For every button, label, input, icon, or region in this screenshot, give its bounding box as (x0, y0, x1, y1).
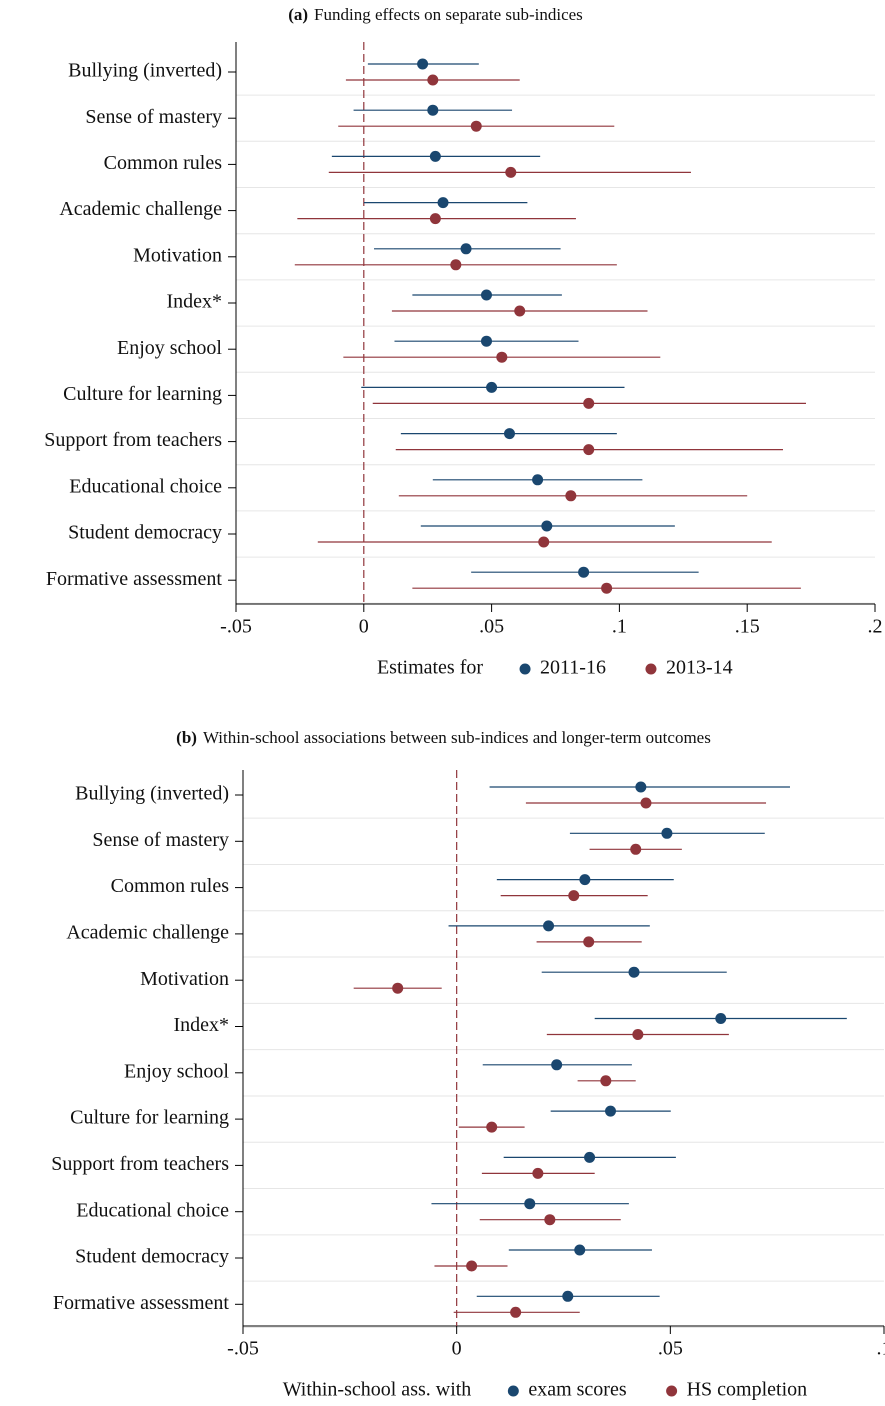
y-tick-label: Culture for learning (63, 383, 222, 405)
y-tick-label: Culture for learning (70, 1107, 229, 1129)
point-estimate (640, 797, 652, 809)
point-estimate (565, 490, 577, 502)
point-estimate (583, 936, 595, 948)
x-tick-label: 0 (359, 616, 369, 638)
legend-label: 2011-16 (540, 657, 606, 679)
point-estimate (584, 1151, 596, 1163)
point-estimate (605, 1105, 617, 1117)
title-text: Funding effects on separate sub-indices (314, 5, 583, 24)
point-estimate (630, 843, 642, 855)
legend-marker (645, 663, 657, 675)
y-tick-label: Sense of mastery (92, 829, 229, 851)
point-estimate (450, 259, 462, 271)
point-estimate (661, 827, 673, 839)
point-estimate (601, 582, 613, 594)
point-estimate (578, 566, 590, 578)
point-estimate (427, 74, 439, 86)
point-estimate (466, 1260, 478, 1272)
y-tick-label: Common rules (104, 152, 223, 174)
point-estimate (532, 1167, 544, 1179)
y-tick-label: Motivation (140, 968, 229, 990)
point-estimate (579, 874, 591, 886)
point-estimate (470, 120, 482, 132)
point-estimate (715, 1013, 727, 1024)
y-tick-label: Academic challenge (59, 198, 222, 220)
y-tick-label: Bullying (inverted) (75, 783, 229, 805)
y-tick-label: Academic challenge (66, 921, 229, 943)
point-estimate (562, 1290, 574, 1302)
x-tick-label: .05 (479, 616, 504, 638)
x-tick-label: -.05 (227, 1338, 259, 1360)
point-estimate (486, 1121, 498, 1133)
point-estimate (538, 536, 550, 548)
x-tick-label: -.05 (220, 616, 252, 638)
chart-title: (b) Within-school associations between su… (176, 728, 711, 747)
y-tick-label: Sense of mastery (85, 106, 222, 128)
y-tick-label: Student democracy (75, 1246, 229, 1268)
point-estimate (427, 104, 439, 116)
point-estimate (628, 966, 640, 978)
legend-title: Within-school ass. with (283, 1379, 472, 1401)
point-estimate (496, 351, 508, 363)
point-estimate (551, 1059, 563, 1071)
legend-label: HS completion (687, 1379, 808, 1401)
y-tick-label: Motivation (133, 244, 222, 266)
y-tick-label: Student democracy (68, 522, 222, 544)
legend-label: exam scores (528, 1379, 627, 1401)
point-estimate (635, 781, 647, 793)
y-tick-label: Common rules (111, 875, 230, 897)
y-tick-label: Enjoy school (124, 1060, 229, 1082)
point-estimate (505, 166, 517, 178)
point-estimate (392, 982, 404, 994)
x-tick-label: .05 (658, 1338, 683, 1360)
panel-label: (a) (288, 5, 308, 24)
point-estimate (480, 289, 492, 301)
point-estimate (480, 335, 492, 347)
legend-label: 2013-14 (666, 657, 733, 679)
title-text: Within-school associations between sub-i… (203, 728, 711, 747)
y-tick-label: Educational choice (76, 1199, 229, 1221)
y-tick-label: Index* (173, 1014, 229, 1036)
point-estimate (437, 197, 449, 209)
y-tick-label: Bullying (inverted) (68, 60, 222, 82)
point-estimate (429, 150, 441, 162)
legend-title: Estimates for (377, 657, 483, 679)
point-estimate (514, 305, 526, 317)
y-tick-label: Support from teachers (51, 1153, 229, 1175)
point-estimate (532, 474, 544, 486)
point-estimate (524, 1198, 536, 1210)
x-tick-label: 0 (452, 1338, 462, 1360)
point-estimate (574, 1244, 586, 1256)
point-estimate (568, 890, 580, 902)
legend-marker (507, 1385, 519, 1397)
point-estimate (544, 1214, 556, 1226)
point-estimate (583, 397, 595, 409)
x-tick-label: .15 (735, 616, 760, 638)
point-estimate (503, 428, 515, 440)
y-tick-label: Formative assessment (53, 1292, 230, 1314)
x-tick-label: .1 (612, 616, 627, 638)
point-estimate (600, 1075, 612, 1087)
y-tick-label: Enjoy school (117, 337, 222, 359)
y-tick-label: Support from teachers (44, 429, 222, 451)
point-estimate (486, 381, 498, 393)
point-estimate (417, 58, 429, 70)
point-estimate (543, 920, 555, 932)
legend-marker (666, 1385, 678, 1397)
point-estimate (541, 520, 553, 532)
panel-label: (b) (176, 728, 197, 747)
chart-title: (a) Funding effects on separate sub-indic… (288, 5, 583, 24)
point-estimate (583, 444, 595, 456)
point-estimate (632, 1029, 644, 1040)
y-tick-label: Formative assessment (46, 568, 223, 590)
point-estimate (510, 1306, 522, 1318)
y-tick-label: Educational choice (69, 475, 222, 497)
legend-marker (519, 663, 531, 675)
y-tick-label: Index* (166, 291, 222, 313)
x-tick-label: .2 (868, 616, 883, 638)
x-tick-label: .1 (877, 1338, 885, 1360)
point-estimate (429, 213, 441, 225)
point-estimate (460, 243, 472, 255)
